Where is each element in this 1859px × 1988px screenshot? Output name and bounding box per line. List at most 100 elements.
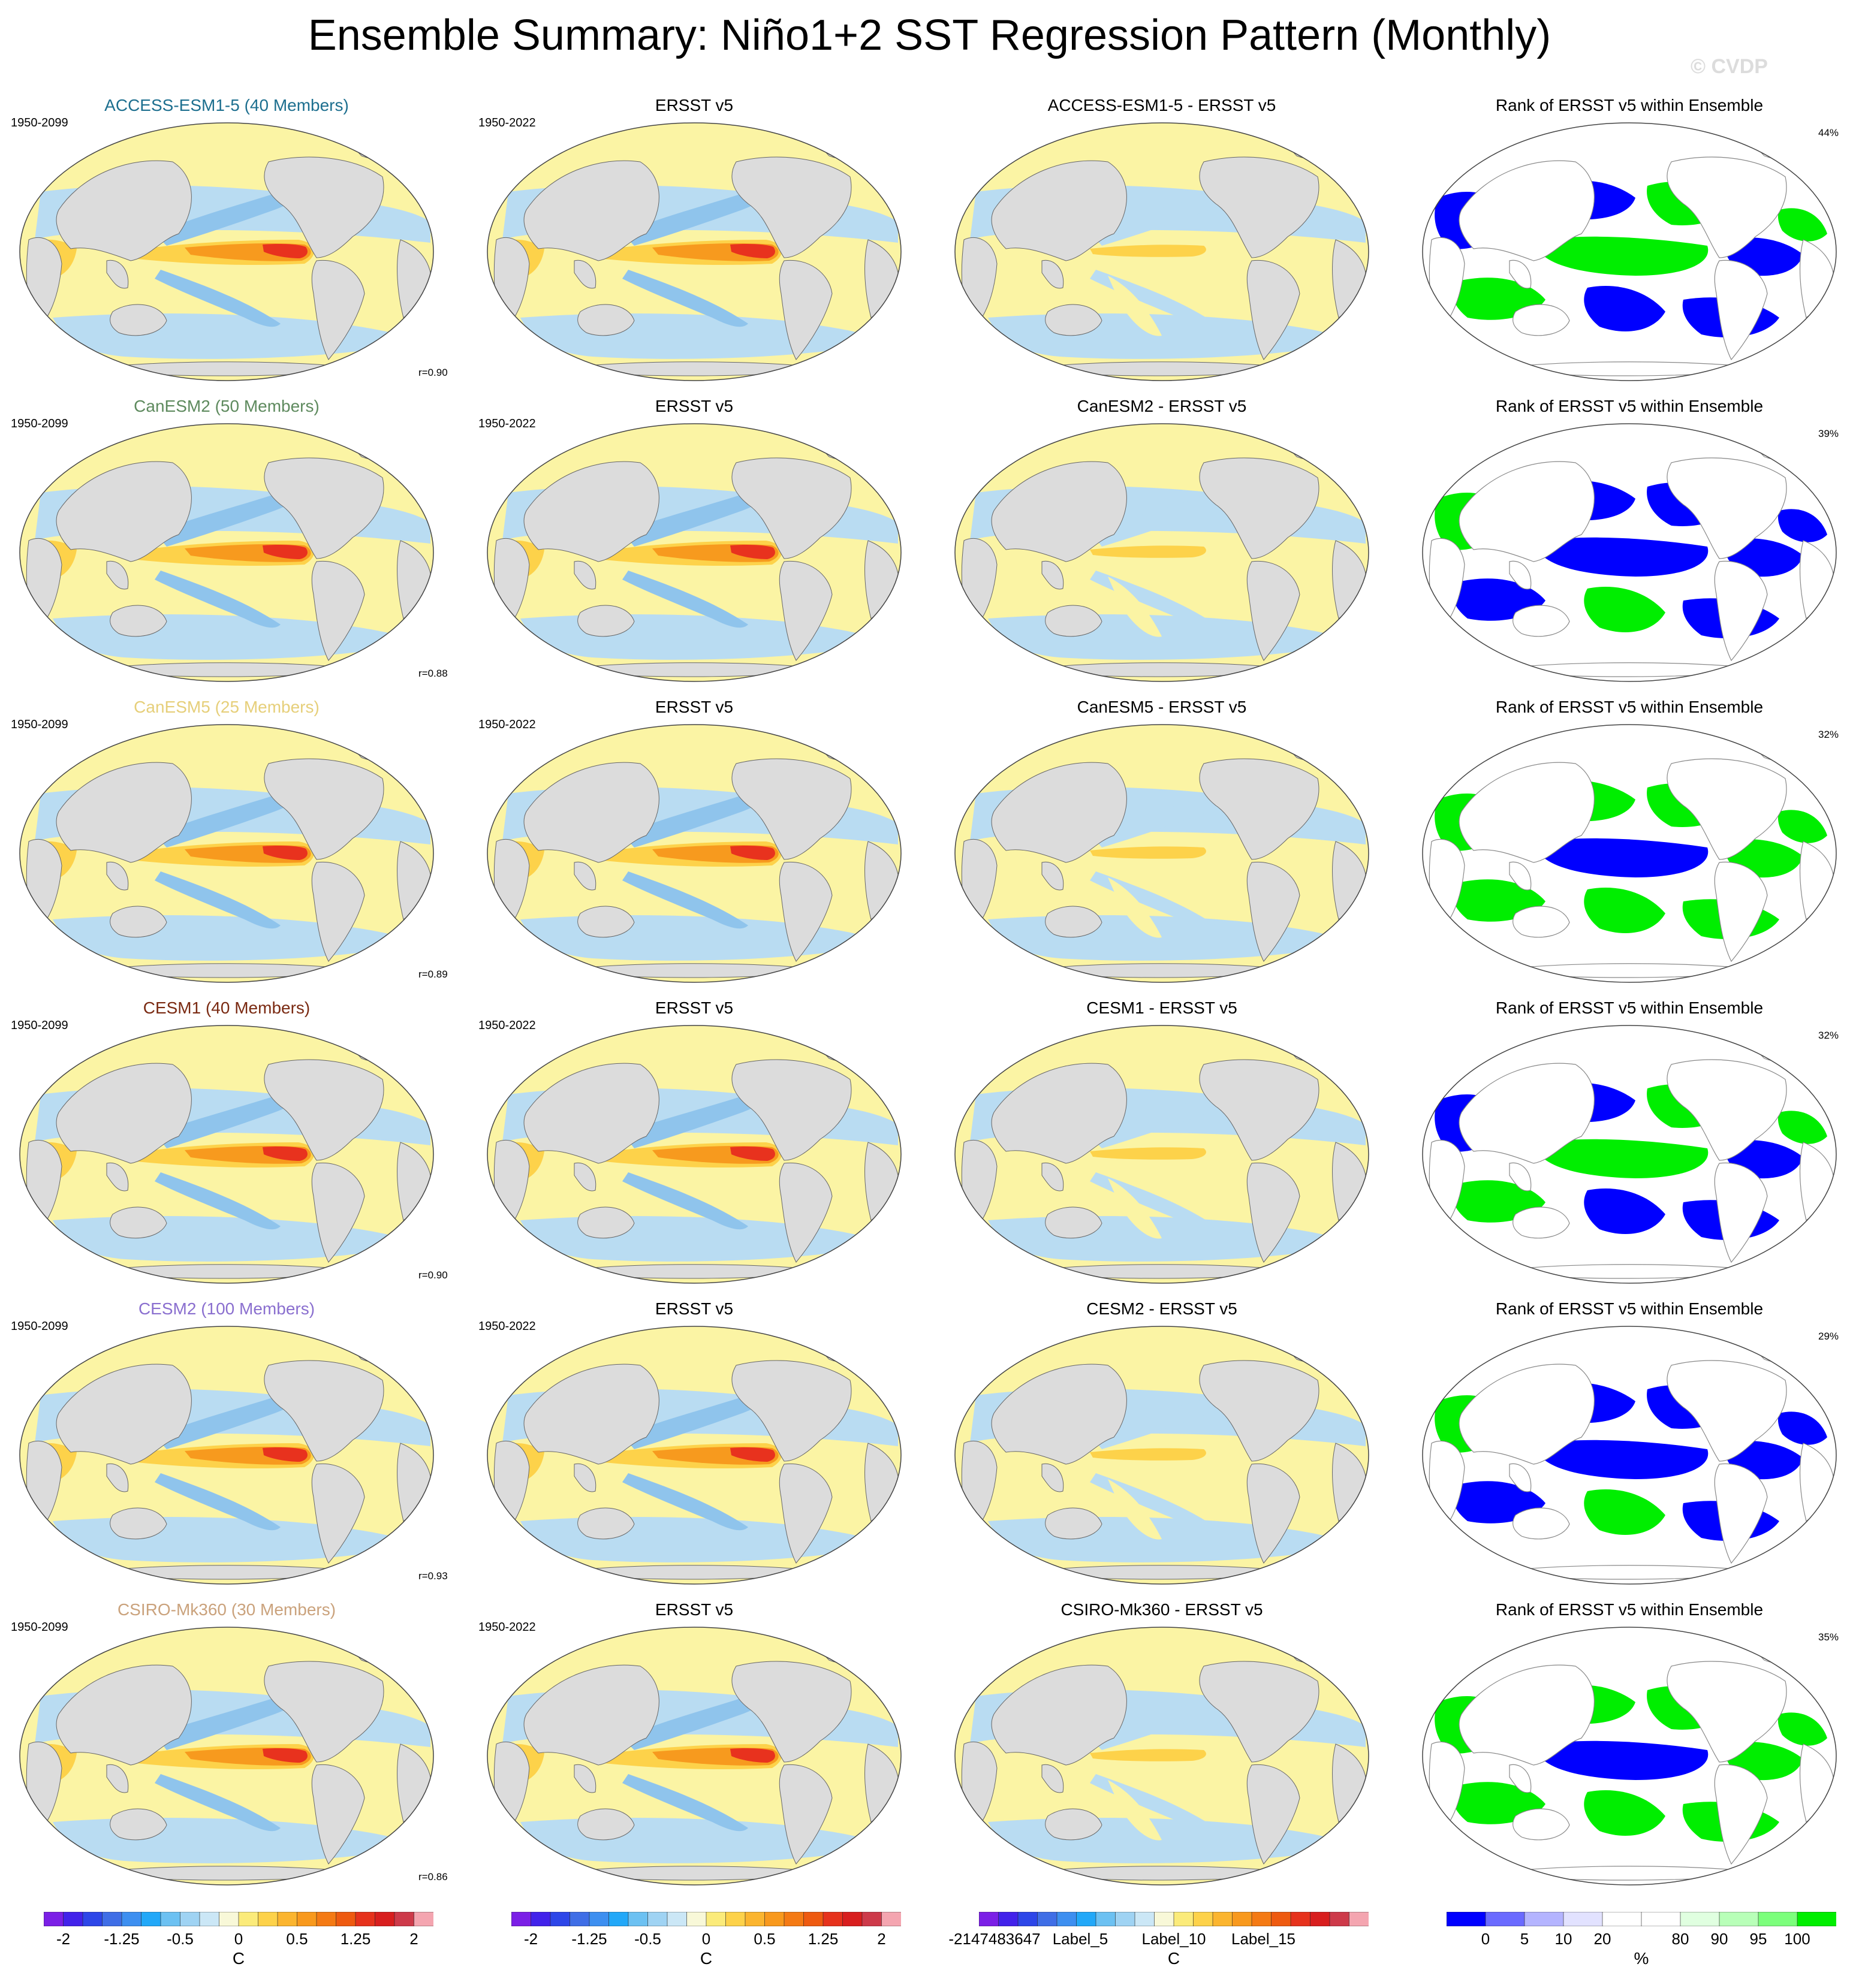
colorbar-swatch (1310, 1912, 1330, 1926)
obs-panel-title: ERSST v5 (655, 698, 734, 716)
model-map-row-6 (19, 1627, 434, 1886)
colorbar-tick-label: 2 (409, 1930, 418, 1948)
colorbar-swatch (628, 1912, 649, 1926)
colorbar-swatch (102, 1912, 122, 1926)
pattern-correlation-label: r=0.90 (418, 367, 448, 378)
colorbar-swatch (570, 1912, 590, 1926)
pattern-correlation-label: r=0.89 (418, 969, 448, 980)
diff-panel-title: ACCESS-ESM1-5 - ERSST v5 (1047, 96, 1276, 114)
colorbar-tick-label: 80 (1671, 1930, 1689, 1948)
colorbar-swatch (784, 1912, 805, 1926)
colorbar-tick-label: 1.25 (340, 1930, 371, 1948)
colorbar-swatch (336, 1912, 356, 1926)
colorbar-tick-label: 20 (1593, 1930, 1611, 1948)
colorbar-tick-label: Label_15 (1231, 1930, 1295, 1948)
colorbar-tick-label: -1.25 (104, 1930, 140, 1948)
colorbar-swatch (1290, 1912, 1311, 1926)
diff-panel-title: CESM1 - ERSST v5 (1086, 998, 1237, 1017)
colorbar-swatch (238, 1912, 259, 1926)
obs-period-label: 1950-2022 (478, 718, 536, 731)
colorbar-swatch (511, 1912, 532, 1926)
diff-panel-title: CSIRO-Mk360 - ERSST v5 (1060, 1600, 1263, 1619)
obs-period-label: 1950-2022 (478, 1320, 536, 1333)
colorbar-tick-label: -1.25 (571, 1930, 607, 1948)
colorbar-tick-label: 0.5 (286, 1930, 308, 1948)
colorbar-swatch (258, 1912, 278, 1926)
colorbar-2 (511, 1912, 901, 1926)
pattern-correlation-label: r=0.90 (418, 1269, 448, 1281)
colorbar-unit-label: % (1634, 1949, 1649, 1968)
colorbar-swatch (316, 1912, 337, 1926)
colorbar-tick-label: -2 (523, 1930, 538, 1948)
colorbar-swatch (180, 1912, 200, 1926)
diff-panel-title: CanESM2 - ERSST v5 (1077, 397, 1247, 415)
colorbar-swatch (764, 1912, 785, 1926)
colorbar-swatch (1251, 1912, 1272, 1926)
colorbar-unit-label: C (232, 1949, 245, 1968)
rank-panel-title: Rank of ERSST v5 within Ensemble (1495, 96, 1764, 114)
colorbar-swatch (1017, 1912, 1038, 1926)
model-panel-title: ACCESS-ESM1-5 (40 Members) (104, 96, 349, 114)
colorbar-tick-label: 0.5 (754, 1930, 776, 1948)
diff-panel-title: CESM2 - ERSST v5 (1086, 1299, 1237, 1318)
colorbar-swatch (1758, 1912, 1798, 1926)
diff-map-row-5 (954, 1326, 1369, 1585)
diff-panel-title: CanESM5 - ERSST v5 (1077, 698, 1247, 716)
colorbar-swatch (1193, 1912, 1213, 1926)
colorbar-swatch (1641, 1912, 1681, 1926)
colorbar-tick-label: 10 (1554, 1930, 1572, 1948)
colorbar-swatch (1602, 1912, 1642, 1926)
colorbar-swatch (842, 1912, 863, 1926)
colorbar-tick-label: -2147483647 (948, 1930, 1041, 1948)
rank-map-row-1 (1422, 122, 1837, 381)
colorbar-swatch (1524, 1912, 1564, 1926)
colorbar-swatch (1056, 1912, 1077, 1926)
colorbar-tick-label: 2 (877, 1930, 886, 1948)
colorbar-swatch (1563, 1912, 1603, 1926)
colorbar-tick-label: 95 (1749, 1930, 1767, 1948)
colorbar-swatch (1485, 1912, 1525, 1926)
colorbar-tick-label: Label_5 (1052, 1930, 1108, 1948)
colorbar-swatch (861, 1912, 882, 1926)
colorbar-swatch (1271, 1912, 1291, 1926)
colorbar-swatch (1095, 1912, 1116, 1926)
colorbar-swatch (414, 1912, 433, 1926)
model-panel-title: CanESM2 (50 Members) (134, 397, 320, 415)
colorbar-tick-label: 90 (1710, 1930, 1728, 1948)
colorbar-swatch (979, 1912, 999, 1926)
obs-map-row-3 (487, 724, 902, 983)
rank-panel-title: Rank of ERSST v5 within Ensemble (1495, 1600, 1764, 1619)
colorbar-tick-label: -0.5 (167, 1930, 194, 1948)
colorbar-swatch (1680, 1912, 1720, 1926)
model-period-label: 1950-2099 (11, 417, 68, 430)
diff-map-row-2 (954, 423, 1369, 682)
colorbar-swatch (725, 1912, 746, 1926)
page-title: Ensemble Summary: Niño1+2 SST Regression… (308, 11, 1551, 59)
rank-map-row-5 (1422, 1326, 1837, 1585)
rank-map-row-6 (1422, 1627, 1837, 1886)
colorbar-tick-label: 5 (1520, 1930, 1529, 1948)
rank-percent-label: 32% (1818, 729, 1839, 740)
rank-panel-title: Rank of ERSST v5 within Ensemble (1495, 1299, 1764, 1318)
colorbar-swatch (355, 1912, 376, 1926)
rank-map-row-2 (1422, 423, 1837, 682)
colorbar-swatch (1134, 1912, 1155, 1926)
obs-panel-title: ERSST v5 (655, 1299, 734, 1318)
model-map-row-5 (19, 1326, 434, 1585)
rank-map-row-3 (1422, 724, 1837, 983)
colorbar-1 (44, 1912, 433, 1926)
colorbar-swatch (1076, 1912, 1096, 1926)
colorbar-swatch (63, 1912, 83, 1926)
colorbar-swatch (1349, 1912, 1369, 1926)
colorbar-swatch (277, 1912, 298, 1926)
colorbar-swatch (1232, 1912, 1252, 1926)
rank-panel-title: Rank of ERSST v5 within Ensemble (1495, 698, 1764, 716)
obs-map-row-4 (487, 1025, 902, 1284)
colorbar-swatch (1037, 1912, 1057, 1926)
diff-map-row-6 (954, 1627, 1369, 1886)
colorbar-swatch (647, 1912, 668, 1926)
colorbar-tick-label: Label_10 (1141, 1930, 1206, 1948)
model-panel-title: CSIRO-Mk360 (30 Members) (117, 1600, 336, 1619)
rank-panel-title: Rank of ERSST v5 within Ensemble (1495, 397, 1764, 415)
colorbar-tick-label: -0.5 (634, 1930, 661, 1948)
